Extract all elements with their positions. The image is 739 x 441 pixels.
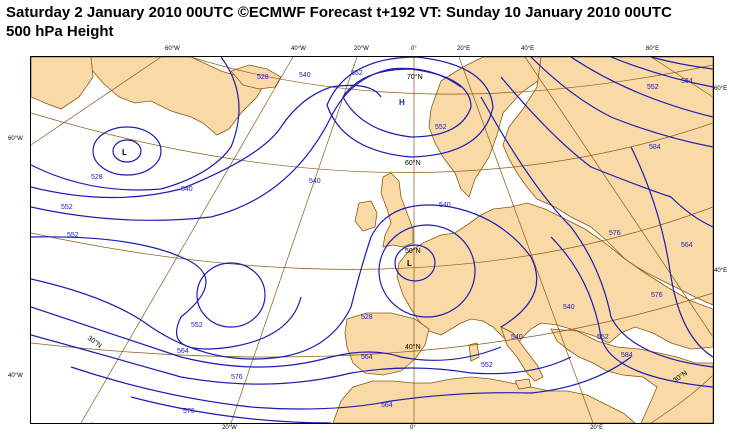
weather-map: 528 540 552 552 528 540 552 564 576 540 …	[31, 57, 713, 423]
meridian-40w	[80, 57, 294, 423]
meridian-60w	[31, 57, 162, 146]
top-lon-label: 20°E	[457, 46, 471, 52]
chart-subtitle: 500 hPa Height	[6, 23, 114, 40]
low-pressure-marker: L	[407, 259, 412, 268]
contour-576	[70, 356, 632, 410]
contour-low-greenland-inner	[112, 139, 142, 163]
lat-label: 70°N	[407, 73, 423, 81]
contour-value: 528	[91, 174, 103, 181]
right-lon-label: 60°E	[714, 86, 728, 92]
contour-value: 552	[351, 70, 363, 77]
meridian-20w	[230, 57, 358, 423]
contour-value: 528	[257, 74, 269, 81]
contour-east-576	[550, 236, 713, 388]
contour-528	[31, 57, 240, 191]
parallel-70n	[190, 57, 713, 95]
contour-value: 576	[609, 230, 621, 237]
contour-value: 552	[191, 322, 203, 329]
parallel-30n-east	[650, 374, 713, 423]
contour-low-central	[196, 262, 266, 328]
contour-value: 552	[61, 204, 73, 211]
contour-east-564	[480, 96, 713, 368]
bottom-lon-label: 20°E	[590, 425, 604, 431]
contour-value: 584	[621, 352, 633, 359]
contour-low-greenland	[92, 126, 162, 176]
contour-552-south	[31, 306, 502, 368]
contour-value: 540	[299, 72, 311, 79]
britain	[380, 172, 414, 248]
contour-value: 552	[435, 124, 447, 131]
contour-ne-2	[610, 57, 713, 88]
contour-value: 576	[231, 374, 243, 381]
contour-value: 564	[681, 78, 693, 85]
left-lon-label: 40°W	[8, 373, 23, 379]
contour-value: 540	[439, 202, 451, 209]
iberia	[344, 312, 430, 376]
sicily	[514, 378, 532, 390]
balkans-turkey	[550, 328, 713, 423]
contour-low-biscay	[378, 224, 476, 318]
contour-value: 528	[361, 314, 373, 321]
contour-584	[130, 396, 332, 423]
sardinia	[468, 342, 480, 362]
contour-552	[31, 67, 462, 221]
contour-value: 564	[381, 402, 393, 409]
lat-label: 40°N	[405, 343, 421, 351]
contour-high-inner	[342, 68, 472, 138]
contour-ne-1	[570, 57, 713, 118]
meridian-20e	[458, 57, 594, 423]
high-pressure-marker: H	[399, 98, 405, 107]
contour-east-584	[630, 146, 713, 358]
contour-552-mid	[31, 236, 302, 350]
contour-value: 564	[177, 348, 189, 355]
meridian-40e	[524, 57, 713, 338]
parallel-40n	[31, 292, 713, 358]
lat-label: 50°N	[405, 247, 421, 255]
right-lon-label: 40°E	[714, 268, 728, 274]
ireland	[354, 200, 378, 232]
canada-arctic	[31, 57, 94, 110]
top-lon-label: 60°E	[646, 46, 660, 52]
contour-east-540	[530, 57, 713, 148]
contour-value: 540	[181, 186, 193, 193]
contour-564	[31, 334, 572, 385]
contour-540-south	[31, 204, 538, 360]
contour-east-552	[500, 76, 713, 228]
contour-value: 564	[361, 354, 373, 361]
contour-value: 576	[183, 408, 195, 415]
parallel-60n	[31, 112, 713, 173]
north-africa	[332, 376, 636, 423]
contour-ne-3	[650, 57, 713, 70]
top-lon-label: 40°E	[521, 46, 535, 52]
contour-high-outer	[326, 57, 494, 158]
contour-low-biscay-inner	[394, 244, 436, 282]
top-lon-label: 20°W	[354, 46, 369, 52]
lat-label: 60°N	[405, 159, 421, 167]
europe-mainland	[396, 202, 713, 350]
contour-value: 552	[597, 334, 609, 341]
contour-value: 552	[481, 362, 493, 369]
map-frame: 528 540 552 552 528 540 552 564 576 540 …	[30, 56, 714, 424]
contour-value: 552	[647, 84, 659, 91]
top-lon-label: 0°	[411, 46, 417, 52]
contour-value: 564	[681, 242, 693, 249]
bottom-lon-label: 20°W	[222, 425, 237, 431]
contour-value: 540	[511, 334, 523, 341]
top-lon-label: 40°W	[291, 46, 306, 52]
contour-value: 540	[309, 178, 321, 185]
chart-title: Saturday 2 January 2010 00UTC ©ECMWF For…	[6, 4, 672, 21]
contour-value: 576	[651, 292, 663, 299]
contour-value: 552	[67, 232, 79, 239]
bottom-lon-label: 0°	[410, 425, 416, 431]
top-lon-label: 60°W	[165, 46, 180, 52]
lat-label: 30°N	[86, 334, 103, 350]
contour-value: 584	[649, 144, 661, 151]
contour-value: 540	[563, 304, 575, 311]
meridian-60e	[650, 57, 713, 98]
low-pressure-marker: L	[122, 148, 127, 157]
italy	[500, 326, 544, 382]
left-lon-label: 60°W	[8, 136, 23, 142]
